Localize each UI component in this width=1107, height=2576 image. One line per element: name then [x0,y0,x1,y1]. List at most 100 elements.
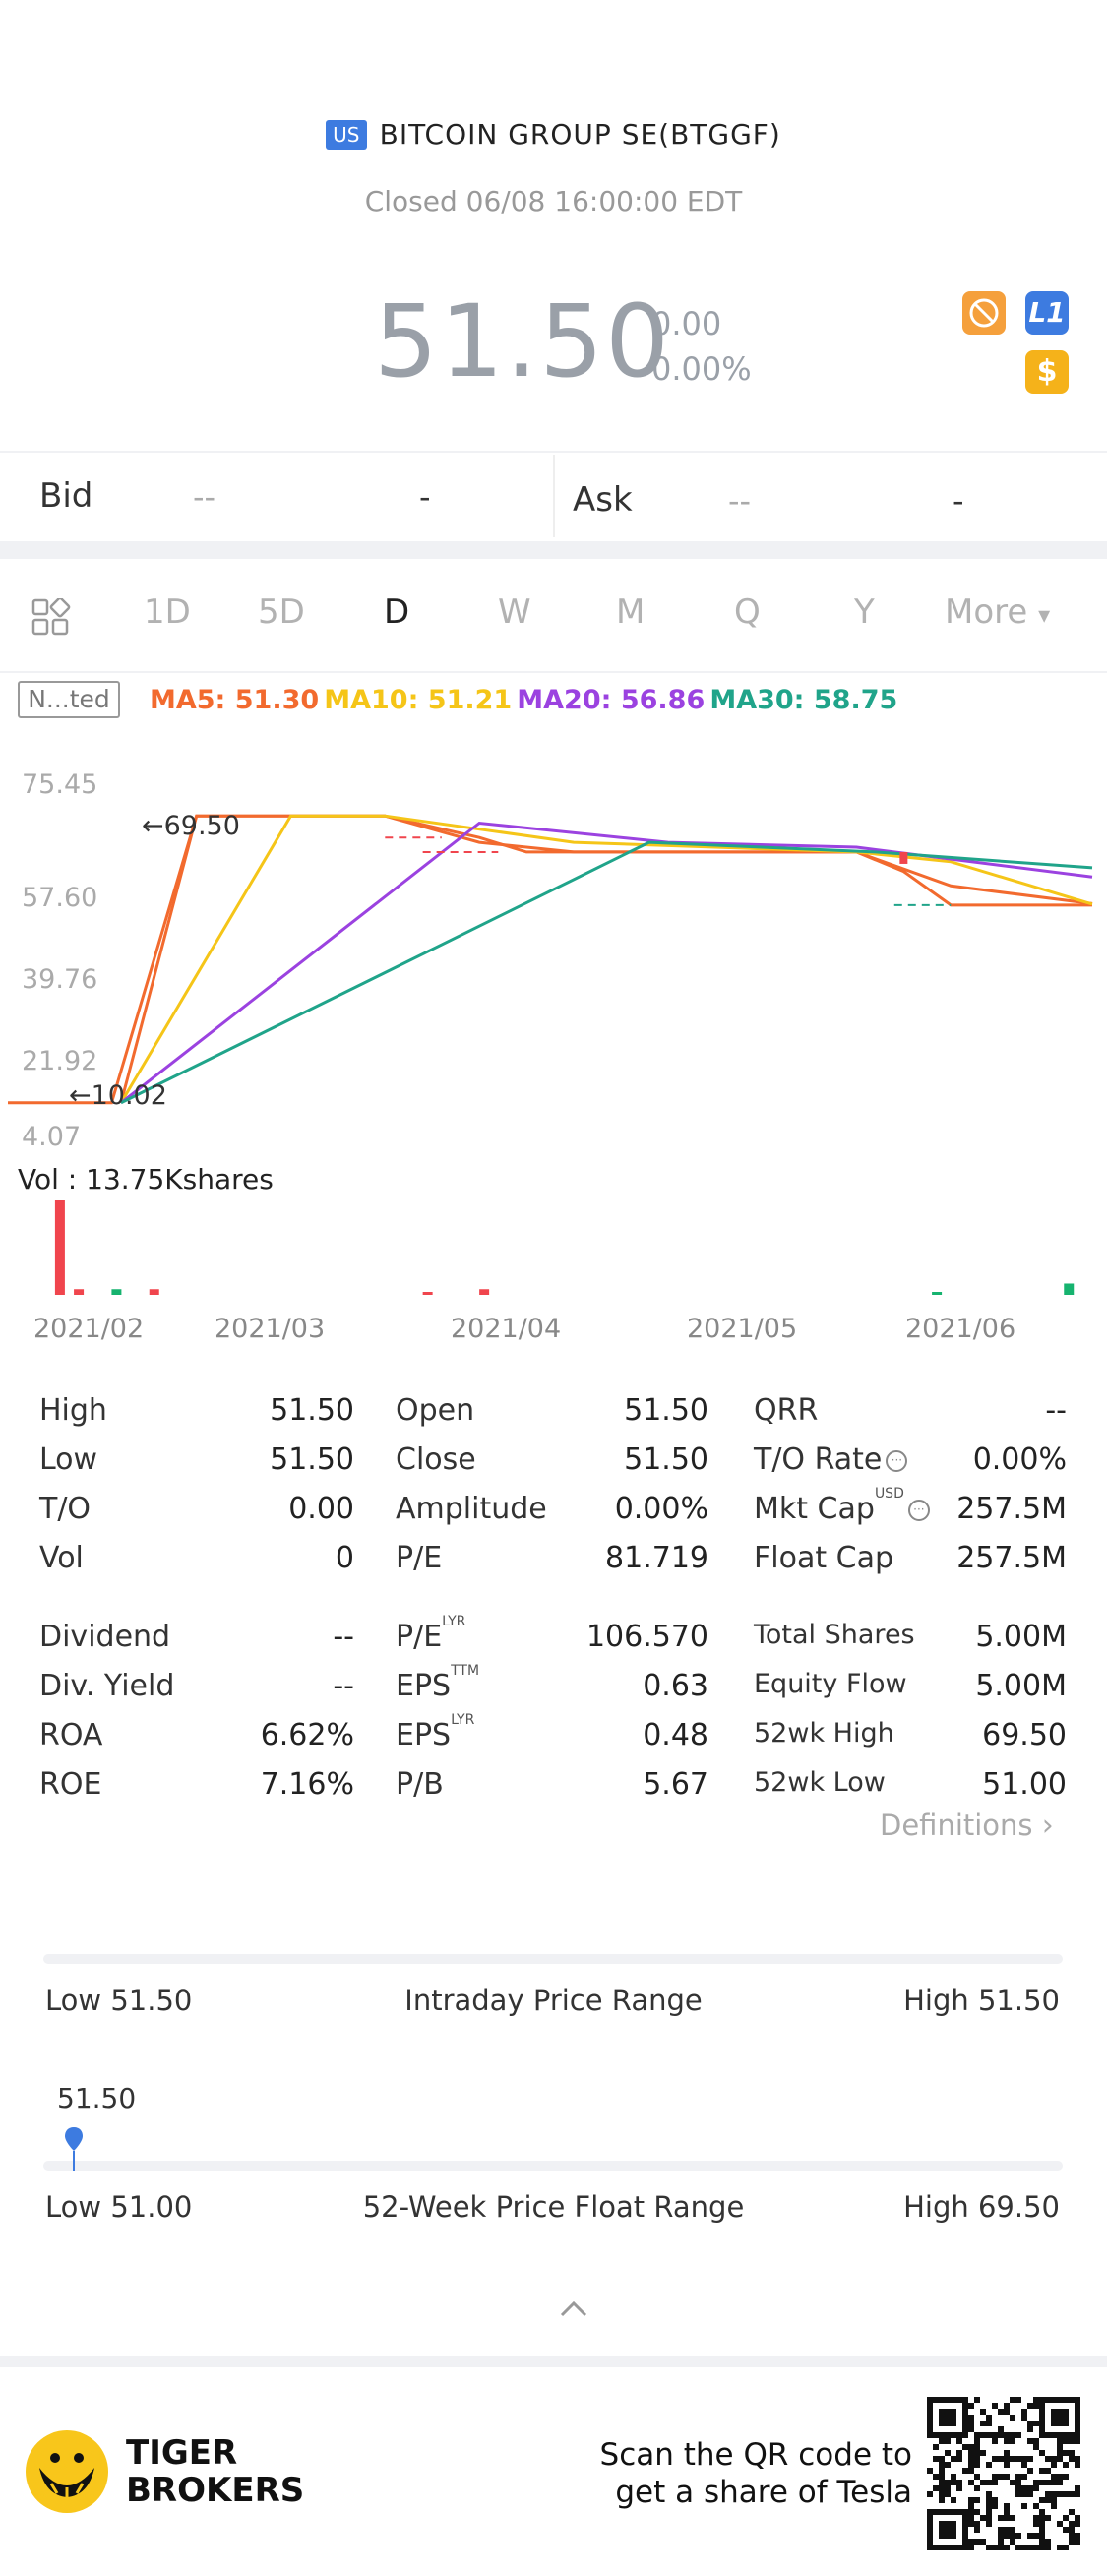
grid-icon[interactable] [31,596,71,638]
market-badge: US [326,119,367,150]
market-status: Closed 06/08 16:00:00 EDT [364,185,743,217]
ma-legend: MA5: 51.30 MA10: 51.21 MA20: 56.86 MA30:… [150,685,897,715]
volume-bar [422,1292,433,1295]
volume-label: Vol : 13.75Kshares [18,1163,274,1196]
stat-label: P/B [396,1767,444,1802]
info-icon[interactable]: ··· [886,1449,908,1472]
stat-value: 0.63 [643,1669,708,1703]
adjust-button[interactable]: N...ted [18,681,120,718]
stat-label: P/E [396,1541,442,1575]
series-line-price [8,814,1092,1105]
bid-price: -- [193,478,216,516]
stat-value: 5.00M [975,1669,1067,1703]
stat-label: Equity Flow [754,1669,907,1699]
x-tick-label: 2021/02 [33,1314,145,1344]
volume-bar [932,1292,943,1295]
volume-bar [111,1289,122,1295]
stat-value: 106.570 [585,1620,708,1654]
stat-value: 257.5M [956,1541,1067,1575]
definitions-link[interactable]: Definitions › [880,1809,1054,1843]
stat-label-text: Total Shares [754,1620,915,1650]
price-chart[interactable] [0,767,1107,1161]
intraday-low: Low 51.50 [45,1984,193,2017]
week52-range-bar [43,2161,1063,2171]
stat-label: P/ELYR [396,1614,465,1654]
stat-label-text: Div. Yield [39,1669,175,1703]
stat-label-text: Close [396,1442,476,1477]
promo-line2: get a share of Tesla [615,2475,912,2510]
stat-label: Vol [39,1541,84,1575]
brand-line1: TIGER [126,2433,238,2473]
price-change-pct: 0.00% [651,350,752,388]
x-tick-label: 2021/03 [215,1314,326,1344]
tab-m[interactable]: M [616,592,646,632]
stat-value: 6.62% [260,1718,354,1752]
tab-y[interactable]: Y [854,592,875,632]
tab-d[interactable]: D [384,592,410,632]
tab-1d[interactable]: 1D [144,592,191,632]
footer-divider [0,2356,1107,2367]
info-icon[interactable]: ··· [907,1499,930,1521]
x-tick-label: 2021/04 [451,1314,562,1344]
stat-label-text: P/B [396,1767,444,1802]
stat-value: 51.00 [982,1767,1067,1802]
series-line-ma30 [120,840,1093,1105]
intraday-title: Intraday Price Range [404,1984,703,2017]
stat-label-text: Dividend [39,1620,171,1654]
stat-label: High [39,1393,107,1428]
series-line-ma10 [119,814,1093,1104]
dollar-icon[interactable]: $ [1025,350,1069,394]
tab-more[interactable]: More ▾ [945,592,1050,632]
series-line-ma20 [120,821,1093,1104]
stat-label-text: Float Cap [754,1541,894,1575]
volume-bar [74,1289,85,1295]
stat-label: QRR [754,1393,818,1428]
intraday-high: High 51.50 [903,1984,1060,2017]
stat-label: ROA [39,1718,102,1752]
volume-title: Vol [18,1163,59,1196]
level1-icon[interactable]: L1 [1025,291,1069,335]
divider [0,451,1107,453]
max-price-marker: ←69.50 [142,811,240,841]
tab-5d[interactable]: 5D [258,592,305,632]
brand-name: TIGER BROKERS [126,2434,304,2509]
stat-label: Mkt CapUSD··· [754,1486,930,1526]
week52-title: 52-Week Price Float Range [362,2190,745,2224]
tab-q[interactable]: Q [734,592,761,632]
stat-value: 7.16% [260,1767,354,1802]
last-candle [899,851,908,864]
stat-label: EPSLYR [396,1712,474,1752]
stat-label-text: Open [396,1393,475,1428]
definitions-label: Definitions [880,1809,1033,1842]
promo-line1: Scan the QR code to [599,2437,912,2473]
volume-bar [54,1200,65,1295]
stat-value: 0.48 [643,1718,708,1752]
volume-bar [149,1289,159,1295]
collapse-chevron-up-icon[interactable] [557,2297,590,2320]
location-pin-icon [63,2125,85,2173]
stat-label-sup: LYR [442,1614,466,1629]
stat-label-text: EPS [396,1669,452,1703]
bid-size: - [419,478,431,516]
chevron-down-icon: ▾ [1038,601,1051,629]
stat-label-sup: LYR [451,1712,475,1728]
stat-label-text: T/O [39,1492,92,1526]
tab-w[interactable]: W [498,592,531,632]
stat-label-text: EPS [396,1718,452,1752]
section-gap [0,541,1107,559]
chevron-right-icon: › [1041,1809,1054,1843]
stat-value: -- [1045,1393,1067,1428]
no-trade-icon[interactable] [962,291,1006,335]
series-line-ma5 [119,814,1093,1104]
week52-high: High 69.50 [903,2190,1060,2224]
stat-label-text: Mkt Cap [754,1492,875,1526]
tiger-logo-icon [24,2428,110,2515]
stat-value: 0.00 [288,1492,354,1526]
stat-label: T/O [39,1492,91,1526]
ask-price: -- [728,482,752,520]
y-tick-label: 39.76 [22,964,98,995]
ask-size: - [953,482,964,520]
stat-value: 51.50 [624,1393,708,1428]
stat-label: Total Shares [754,1620,915,1650]
stat-label: 52wk Low [754,1767,886,1798]
